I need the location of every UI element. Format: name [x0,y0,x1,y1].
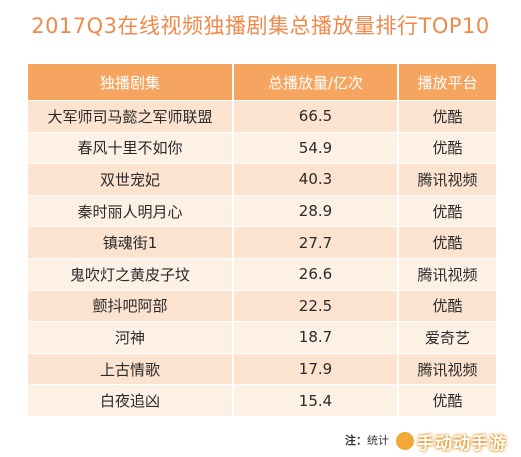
table-cell-series: 白夜追凶 [28,384,234,416]
watermark-text: 手动动手游 [417,433,507,454]
table-cell-series: 春风十里不如你 [28,131,234,164]
table-cell-platform: 优酷 [398,194,496,227]
table-header-row: 独播剧集 总播放量/亿次 播放平台 [28,64,496,101]
table-cell-views: 40.3 [233,163,399,196]
table-cell-platform: 腾讯视频 [398,163,496,196]
table-cell-views: 15.4 [233,384,399,416]
table-row: 秦时丽人明月心 28.9 优酷 [28,194,496,227]
table-row: 河神 18.7 爱奇艺 [28,321,496,354]
table-cell-platform: 优酷 [398,131,496,164]
table-cell-series: 河神 [28,321,234,354]
table-row: 颤抖吧阿部 22.5 优酷 [28,289,496,322]
column-header-platform: 播放平台 [398,64,496,101]
table-cell-views: 28.9 [233,194,399,227]
table-cell-views: 22.5 [233,289,399,322]
table-cell-platform: 爱奇艺 [398,321,496,354]
table-cell-series: 镇魂街1 [28,226,234,259]
watermark-logo-icon [396,432,414,450]
table-cell-series: 秦时丽人明月心 [28,194,234,227]
column-header-views: 总播放量/亿次 [233,64,399,101]
table-cell-platform: 腾讯视频 [398,352,496,385]
table-cell-views: 18.7 [233,321,399,354]
table-body: 大军师司马懿之军师联盟 66.5 优酷 春风十里不如你 54.9 优酷 双世宠妃 40.3 腾讯… [28,100,496,416]
table-row: 白夜追凶 15.4 优酷 [28,384,496,416]
table-cell-platform: 优酷 [398,384,496,416]
table-row: 镇魂街1 27.7 优酷 [28,226,496,259]
table-row: 大军师司马懿之军师联盟 66.5 优酷 [28,100,496,133]
table-row: 春风十里不如你 54.9 优酷 [28,131,496,164]
table-cell-views: 54.9 [233,131,399,164]
table-cell-platform: 优酷 [398,100,496,133]
chart-title: 2017Q3在线视频独播剧集总播放量排行TOP10 [31,14,490,38]
table-row: 鬼吹灯之黄皮子坟 26.6 腾讯视频 [28,257,496,291]
table-cell-platform: 优酷 [398,289,496,322]
table-cell-series: 双世宠妃 [28,163,234,196]
table-cell-series: 大军师司马懿之军师联盟 [28,100,234,133]
footnote-label: 注： [345,434,367,447]
table-row: 上古情歌 17.9 腾讯视频 [28,352,496,385]
ranking-table: 独播剧集 总播放量/亿次 播放平台 大军师司马懿之军师联盟 66.5 优酷 春风十里不… [28,64,496,416]
footnote-text: 统计 [367,434,389,447]
table-cell-views: 66.5 [233,100,399,133]
table-cell-views: 17.9 [233,352,399,385]
table-cell-views: 26.6 [233,257,399,291]
table-cell-platform: 优酷 [398,226,496,259]
footnote: 注：统计 [345,432,389,448]
table-cell-views: 27.7 [233,226,399,259]
table-row: 双世宠妃 40.3 腾讯视频 [28,163,496,196]
table-cell-series: 上古情歌 [28,352,234,385]
table-cell-series: 鬼吹灯之黄皮子坟 [28,257,234,291]
watermark: 手动动手游 [396,428,518,454]
table-cell-series: 颤抖吧阿部 [28,289,234,322]
column-header-series: 独播剧集 [28,64,234,101]
table-cell-platform: 腾讯视频 [398,257,496,291]
